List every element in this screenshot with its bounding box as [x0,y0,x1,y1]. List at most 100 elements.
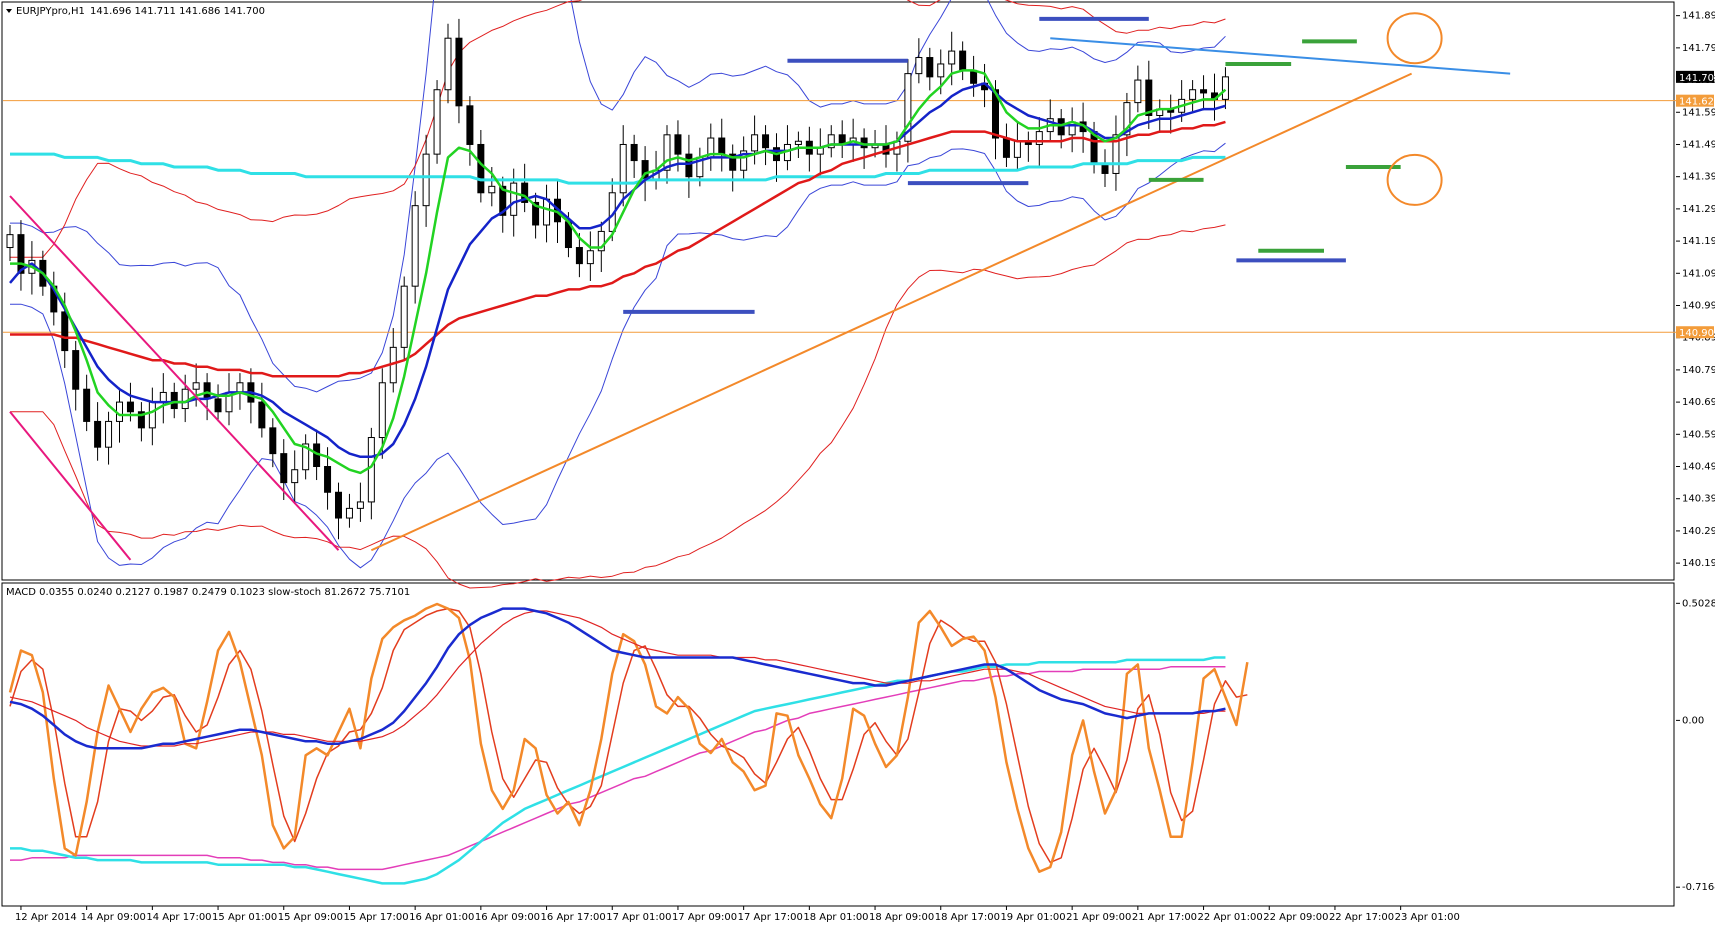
y-tick-label: 141.190 [1682,236,1715,247]
candle-body [94,420,102,448]
candle-body [1200,89,1208,94]
candle-body [422,153,430,207]
symbol-dropdown-icon[interactable] [6,9,12,13]
x-tick-label: 22 Apr 01:00 [1198,912,1263,923]
candle-body [663,134,671,171]
ema-blue-line [9,82,1226,459]
ema-green-line [10,69,1227,475]
candle-body [575,247,583,265]
candle-body [937,63,945,78]
x-tick-label: 21 Apr 09:00 [1066,912,1131,923]
y-tick-label: 140.590 [1682,429,1715,440]
candle-body [948,50,956,65]
axes: 141.890141.790141.690141.590141.490141.3… [15,11,1715,923]
candle-body [1068,121,1076,136]
sub-y-tick-label: -0.7164 [1682,882,1715,893]
candle-body [335,491,342,519]
x-tick-label: 17 Apr 01:00 [606,912,671,923]
candle-body [1134,79,1142,104]
candle-body [466,105,474,145]
candle-body [586,250,594,265]
candle-body [915,57,923,75]
candle-body [926,57,934,78]
stoch-main-line [8,602,1249,873]
candle-body [597,230,605,252]
candle-body [137,411,145,429]
x-tick-label: 16 Apr 01:00 [409,912,474,923]
bollinger-lower [10,142,1226,569]
ema-red-line [10,120,1226,378]
candle-body [1221,76,1229,100]
candle-body [170,391,178,410]
candle-body [236,382,244,393]
highlight-circle-1 [1386,153,1443,206]
candle-body [17,234,25,274]
current-price-label: 141.700 [1679,73,1715,84]
candle-body [1013,140,1021,158]
candle-body [126,401,134,413]
candle-body [367,437,375,503]
candle-body [827,134,835,149]
candle-body [72,350,80,390]
line-price-1-label: 140.907 [1679,328,1715,339]
candle-body [302,443,310,471]
x-tick-label: 17 Apr 09:00 [672,912,737,923]
candle-body [258,401,266,429]
main-pane-frame [1,1,1675,581]
y-tick-label: 141.090 [1682,268,1715,279]
candle-body [532,201,540,226]
y-tick-label: 141.490 [1682,139,1715,150]
candle-body [400,285,408,348]
x-tick-label: 18 Apr 01:00 [803,912,868,923]
x-tick-label: 15 Apr 17:00 [343,912,408,923]
candle-body [324,466,332,493]
candle-body [762,134,770,149]
candle-body [345,507,353,519]
macd-signal-line [9,610,1226,747]
candle-body [959,50,967,71]
highlight-circle-0 [1386,12,1443,65]
y-tick-label: 141.790 [1682,43,1715,54]
line-price-0-label: 141.626 [1679,97,1715,108]
candle-body [499,185,507,216]
candle-body [718,137,726,155]
sub-pane-plot [8,602,1249,885]
candle-body [521,182,529,203]
candle-body [751,134,759,152]
candle-body [444,37,452,91]
candle-body [280,453,288,484]
candle-body [192,382,200,390]
candle-body [269,427,277,455]
y-tick-label: 140.190 [1682,558,1715,569]
y-tick-label: 140.490 [1682,462,1715,473]
candle-body [433,89,441,155]
candle-body [630,143,638,162]
candle-body [1035,131,1043,145]
y-tick-label: 140.790 [1682,365,1715,376]
candle-body [1189,89,1197,100]
trendline-resistance [1050,37,1511,75]
x-tick-label: 23 Apr 01:00 [1395,912,1460,923]
ma-magenta-line [10,666,1226,871]
x-tick-label: 22 Apr 17:00 [1329,912,1394,923]
y-tick-label: 141.390 [1682,172,1715,183]
sub-pane-frame [1,582,1675,907]
sma-cyan-line [10,152,1226,185]
line-price-1-box [1676,326,1714,339]
candle-body [510,182,518,216]
candle-body [181,388,189,410]
candle-body [1057,118,1065,136]
x-tick-label: 18 Apr 09:00 [869,912,934,923]
x-tick-label: 15 Apr 09:00 [278,912,343,923]
candle-body [356,501,364,509]
candle-body [543,198,551,226]
candle-body [970,69,978,84]
sub-y-tick-label: 0.5028 [1682,598,1715,609]
main-pane-plot [3,0,1676,589]
y-tick-label: 141.890 [1682,11,1715,22]
x-tick-label: 19 Apr 01:00 [1000,912,1065,923]
ma-cyan-line [10,656,1226,885]
candle-body [992,89,999,139]
